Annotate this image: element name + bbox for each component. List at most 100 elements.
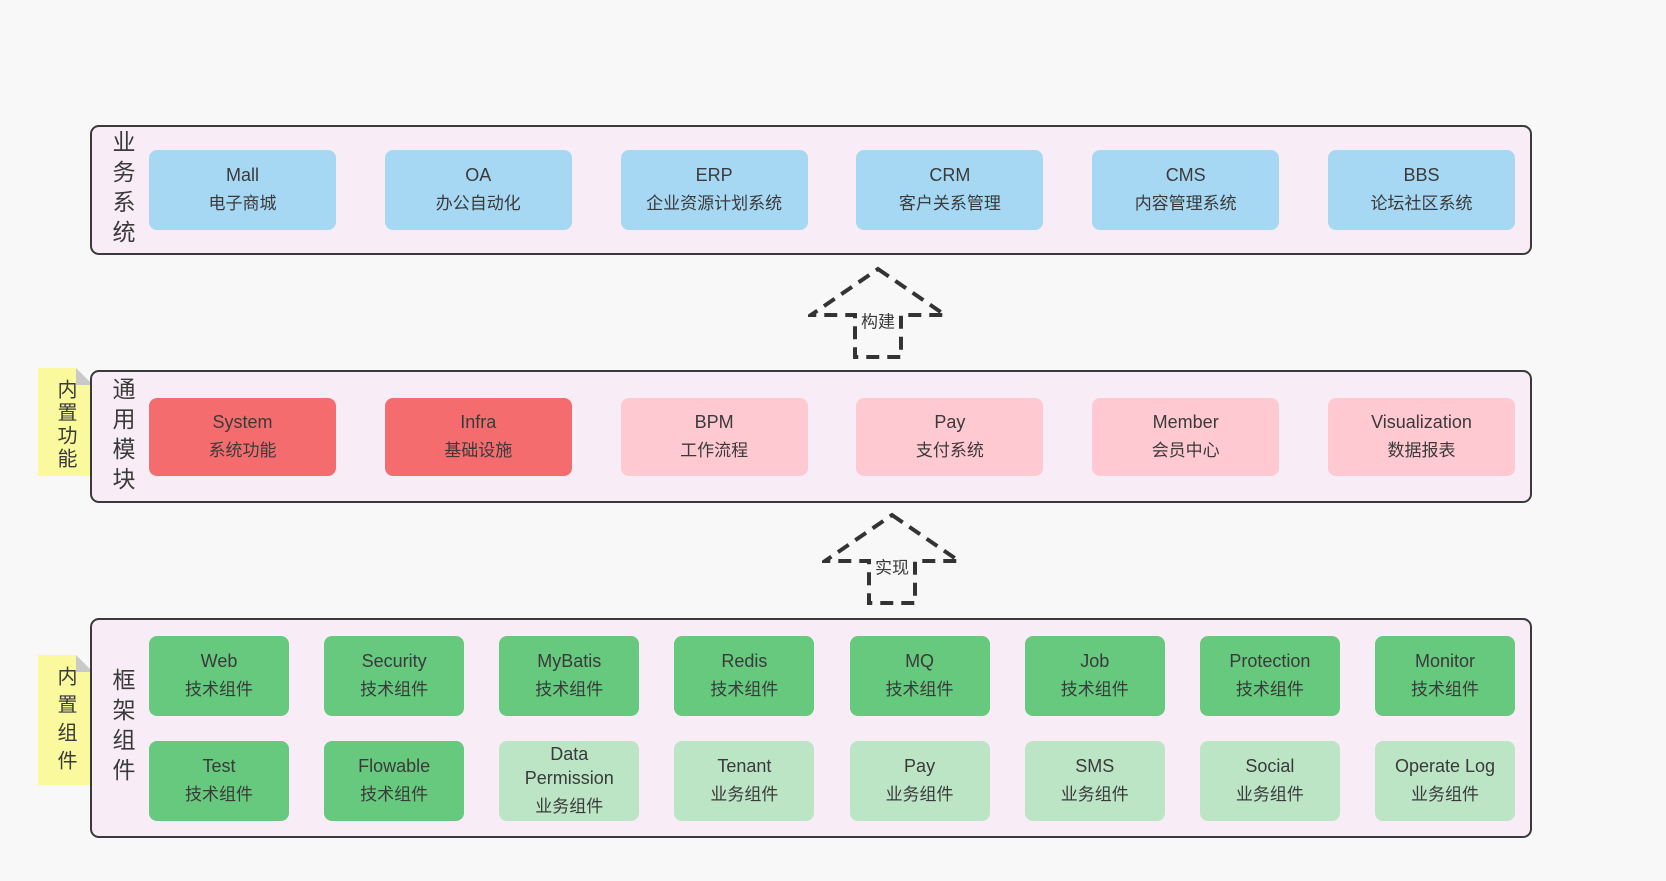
layer-framework-components: 框架组件 Web 技术组件 Security 技术组件 MyBatis 技术组件… — [90, 618, 1532, 838]
box-subtitle: 企业资源计划系统 — [646, 194, 783, 214]
box-title: BPM — [694, 411, 734, 432]
layer-business-systems: 业务系统 Mall 电子商城 OA 办公自动化 ERP 企业资源计划系统 CRM… — [90, 125, 1532, 255]
box-title: Data Permission — [524, 744, 614, 788]
box-title: SMS — [1075, 755, 1115, 776]
box-title: System — [212, 411, 273, 432]
box-subtitle: 技术组件 — [360, 679, 429, 699]
box-title: Visualization — [1371, 411, 1472, 432]
box-monitor: Monitor 技术组件 — [1374, 635, 1515, 716]
box-title: CMS — [1165, 165, 1206, 186]
box-title: Security — [361, 650, 427, 671]
box-title: Protection — [1229, 650, 1311, 671]
box-operate-log: Operate Log 业务组件 — [1374, 740, 1515, 821]
component-row-1: Web 技术组件 Security 技术组件 MyBatis 技术组件 Redi… — [149, 635, 1515, 716]
box-web: Web 技术组件 — [149, 635, 289, 716]
box-title: Pay — [934, 411, 966, 432]
box-subtitle: 技术组件 — [885, 679, 954, 699]
box-title: OA — [465, 165, 492, 186]
box-subtitle: 电子商城 — [208, 194, 277, 214]
box-subtitle: 会员中心 — [1151, 440, 1220, 460]
box-data-permission: Data Permission 业务组件 — [499, 740, 640, 821]
box-test: Test 技术组件 — [149, 740, 289, 821]
box-subtitle: 工作流程 — [680, 440, 749, 460]
box-job: Job 技术组件 — [1024, 635, 1165, 716]
box-subtitle: 业务组件 — [710, 784, 779, 804]
box-visualization: Visualization 数据报表 — [1327, 397, 1515, 476]
box-subtitle: 技术组件 — [710, 679, 779, 699]
business-box-row: Mall 电子商城 OA 办公自动化 ERP 企业资源计划系统 CRM 客户关系… — [149, 127, 1515, 253]
component-rows: Web 技术组件 Security 技术组件 MyBatis 技术组件 Redi… — [149, 620, 1515, 836]
box-subtitle: 支付系统 — [915, 440, 984, 460]
layer-label: 框架组件 — [109, 668, 135, 788]
box-subtitle: 技术组件 — [185, 784, 253, 804]
box-title: Social — [1245, 755, 1295, 776]
box-subtitle: 办公自动化 — [435, 194, 521, 214]
up-arrow-icon — [822, 512, 962, 605]
layer-label: 业务系统 — [109, 130, 135, 250]
box-title: Redis — [721, 650, 768, 671]
box-subtitle: 论坛社区系统 — [1370, 194, 1473, 214]
box-title: Pay — [904, 755, 936, 776]
box-title: BBS — [1403, 165, 1440, 186]
box-title: Web — [200, 650, 238, 671]
implement-arrow: 实现 — [822, 512, 962, 606]
box-subtitle: 技术组件 — [360, 784, 429, 804]
box-pay-component: Pay 业务组件 — [849, 740, 990, 821]
sticky-note-builtin-features: 内置功能 — [38, 368, 93, 476]
box-subtitle: 技术组件 — [1410, 679, 1479, 699]
box-subtitle: 技术组件 — [535, 679, 604, 699]
box-mall: Mall 电子商城 — [149, 150, 336, 230]
box-mybatis: MyBatis 技术组件 — [499, 635, 640, 716]
box-erp: ERP 企业资源计划系统 — [620, 150, 808, 230]
box-member: Member 会员中心 — [1092, 397, 1280, 476]
box-bbs: BBS 论坛社区系统 — [1327, 150, 1515, 230]
box-subtitle: 内容管理系统 — [1134, 194, 1237, 214]
box-title: Member — [1152, 411, 1219, 432]
box-bpm: BPM 工作流程 — [620, 397, 808, 476]
box-subtitle: 客户关系管理 — [898, 194, 1001, 214]
layer-common-modules: 通用模块 System 系统功能 Infra 基础设施 BPM 工作流程 Pay… — [90, 370, 1532, 503]
box-redis: Redis 技术组件 — [674, 635, 815, 716]
box-subtitle: 技术组件 — [1235, 679, 1304, 699]
box-subtitle: 业务组件 — [1235, 784, 1304, 804]
component-row-2: Test 技术组件 Flowable 技术组件 Data Permission … — [149, 740, 1515, 821]
box-crm: CRM 客户关系管理 — [856, 150, 1044, 230]
layer-label: 通用模块 — [109, 376, 135, 497]
box-subtitle: 基础设施 — [444, 440, 513, 460]
box-sms: SMS 业务组件 — [1024, 740, 1165, 821]
box-title: Job — [1080, 650, 1110, 671]
box-subtitle: 业务组件 — [1060, 784, 1129, 804]
box-title: Mall — [225, 165, 259, 186]
box-subtitle: 技术组件 — [185, 679, 253, 699]
box-subtitle: 系统功能 — [208, 440, 277, 460]
box-title: MyBatis — [537, 650, 602, 671]
box-subtitle: 数据报表 — [1387, 440, 1456, 460]
box-title: Monitor — [1414, 650, 1475, 671]
box-subtitle: 技术组件 — [1060, 679, 1129, 699]
up-arrow-icon — [808, 266, 948, 359]
sticky-note-label: 内置组件 — [54, 666, 76, 778]
box-mq: MQ 技术组件 — [849, 635, 990, 716]
arrow-label: 实现 — [871, 552, 913, 580]
sticky-note-label: 内置功能 — [54, 379, 76, 471]
box-title: Flowable — [358, 755, 431, 776]
box-subtitle: 业务组件 — [885, 784, 954, 804]
box-infra: Infra 基础设施 — [384, 397, 572, 476]
box-title: MQ — [905, 650, 935, 671]
box-pay-system: Pay 支付系统 — [856, 397, 1044, 476]
box-tenant: Tenant 业务组件 — [674, 740, 815, 821]
box-title: Test — [202, 755, 236, 776]
module-box-row: System 系统功能 Infra 基础设施 BPM 工作流程 Pay 支付系统… — [149, 372, 1515, 501]
box-subtitle: 业务组件 — [1410, 784, 1479, 804]
arrow-label: 构建 — [857, 306, 899, 334]
sticky-note-builtin-components: 内置组件 — [38, 655, 93, 785]
build-arrow: 构建 — [808, 266, 948, 360]
box-cms: CMS 内容管理系统 — [1092, 150, 1280, 230]
box-title: Operate Log — [1394, 755, 1496, 776]
box-title: ERP — [695, 165, 733, 186]
box-title: Tenant — [717, 755, 772, 776]
box-protection: Protection 技术组件 — [1199, 635, 1340, 716]
box-oa: OA 办公自动化 — [384, 150, 572, 230]
box-title: CRM — [929, 165, 971, 186]
